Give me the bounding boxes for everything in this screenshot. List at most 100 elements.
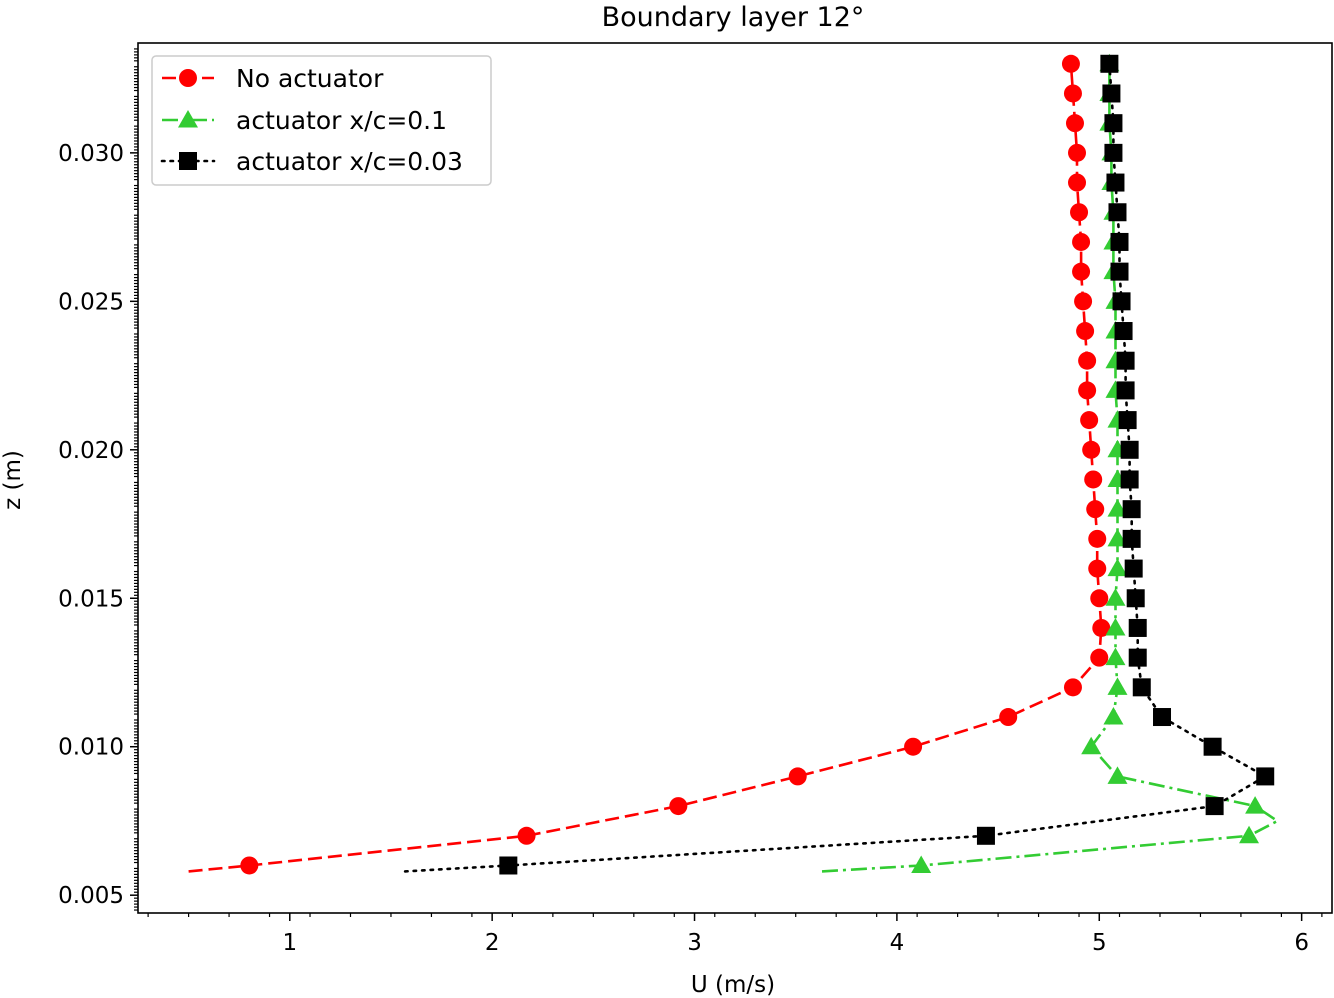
- legend-label: actuator x/c=0.03: [236, 147, 463, 176]
- data-point: [1245, 796, 1266, 814]
- data-point: [1100, 54, 1119, 73]
- data-point: [1116, 381, 1135, 400]
- data-point: [1122, 500, 1141, 519]
- data-point: [976, 826, 995, 845]
- y-tick-label: 0.005: [58, 883, 124, 909]
- data-point: [1080, 411, 1099, 430]
- legend: No actuator actuator x/c=0.1 actuator x/c=…: [151, 55, 492, 186]
- data-point: [1107, 766, 1128, 784]
- data-point: [1114, 322, 1133, 341]
- data-point: [240, 856, 259, 875]
- data-point: [1063, 678, 1082, 697]
- legend-label: No actuator: [236, 64, 384, 93]
- data-point: [1081, 736, 1102, 755]
- data-point: [1107, 499, 1128, 517]
- data-point: [1065, 114, 1084, 133]
- legend-marker: [179, 152, 197, 170]
- x-tick-label: 2: [485, 930, 500, 956]
- plot-frame: [137, 42, 1333, 914]
- data-point: [1084, 470, 1103, 489]
- data-point: [1153, 708, 1172, 727]
- data-point: [1116, 351, 1135, 370]
- data-point: [1128, 618, 1147, 637]
- chart-title: Boundary layer 12°: [602, 2, 865, 33]
- data-point: [1203, 737, 1222, 756]
- data-point: [1104, 143, 1123, 162]
- series-3: [403, 54, 1275, 875]
- data-point: [1102, 84, 1121, 103]
- data-point: [904, 737, 923, 756]
- legend-box: [151, 55, 492, 186]
- data-point: [1104, 114, 1123, 133]
- data-point: [911, 855, 932, 873]
- data-point: [1132, 678, 1151, 697]
- x-tick-label: 1: [282, 930, 297, 956]
- legend-label: actuator x/c=0.1: [236, 106, 447, 135]
- x-tick-label: 5: [1092, 930, 1107, 956]
- data-point: [669, 797, 688, 816]
- x-tick-label: 3: [687, 930, 702, 956]
- series-layer: [188, 53, 1280, 875]
- data-point: [1105, 617, 1126, 636]
- data-point: [1070, 203, 1089, 222]
- y-tick-label: 0.020: [58, 438, 124, 464]
- y-axis: 0.005 0.010 0.015 0.020 0.025 0.030: [58, 48, 138, 911]
- data-point: [499, 856, 518, 875]
- data-point: [1118, 411, 1137, 430]
- data-point: [1078, 381, 1097, 400]
- data-point: [1063, 84, 1082, 103]
- data-point: [1120, 470, 1139, 489]
- data-point: [1105, 647, 1126, 666]
- data-point: [1068, 143, 1087, 162]
- x-tick-label: 6: [1294, 930, 1309, 956]
- data-point: [1107, 558, 1128, 577]
- data-point: [1108, 203, 1127, 222]
- legend-item: actuator x/c=0.1: [162, 106, 447, 135]
- y-tick-label: 0.025: [58, 289, 124, 315]
- data-point: [999, 708, 1018, 727]
- data-point: [1088, 559, 1107, 578]
- data-point: [1092, 618, 1111, 637]
- data-point: [1107, 677, 1128, 695]
- legend-item: No actuator: [162, 64, 384, 93]
- data-point: [1205, 797, 1224, 816]
- y-axis-label: z (m): [0, 450, 26, 510]
- data-point: [1078, 351, 1097, 370]
- data-point: [1072, 232, 1091, 251]
- y-tick-label: 0.030: [58, 141, 124, 167]
- data-point: [1105, 588, 1126, 606]
- data-point: [1124, 559, 1143, 578]
- data-point: [1074, 292, 1093, 311]
- data-point: [1239, 825, 1260, 844]
- series-1: [188, 54, 1111, 875]
- legend-marker: [179, 69, 197, 87]
- data-point: [1090, 648, 1109, 667]
- data-point: [1128, 648, 1147, 667]
- y-tick-label: 0.015: [58, 586, 124, 612]
- legend-marker: [178, 110, 198, 128]
- data-point: [1088, 529, 1107, 548]
- x-axis-label: U (m/s): [691, 972, 775, 998]
- data-point: [1076, 322, 1095, 341]
- data-point: [1112, 292, 1131, 311]
- data-point: [1126, 589, 1145, 608]
- data-point: [788, 767, 807, 786]
- data-point: [1107, 528, 1128, 547]
- y-tick-label: 0.010: [58, 735, 124, 761]
- data-point: [1110, 232, 1129, 251]
- data-point: [1120, 440, 1139, 459]
- x-tick-label: 4: [890, 930, 905, 956]
- data-point: [1122, 529, 1141, 548]
- data-point: [1110, 262, 1129, 281]
- data-point: [1061, 54, 1080, 73]
- legend-item: actuator x/c=0.03: [160, 147, 463, 176]
- data-point: [1106, 173, 1125, 192]
- data-point: [1090, 589, 1109, 608]
- series-line: [403, 62, 1268, 873]
- data-point: [517, 826, 536, 845]
- x-axis: 1 2 3 4 5 6: [147, 913, 1323, 956]
- data-point: [1103, 707, 1124, 725]
- data-point: [1256, 767, 1275, 786]
- data-point: [1086, 500, 1105, 519]
